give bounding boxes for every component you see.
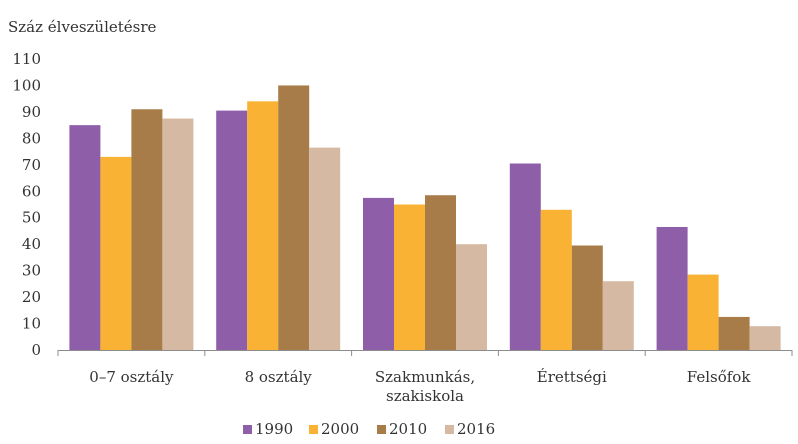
x-category-label: 0–7 osztály	[89, 368, 174, 386]
y-tick-label: 90	[22, 103, 41, 121]
legend-swatch-2010	[377, 425, 386, 434]
x-category-label: Szakmunkás, szakiskola	[375, 368, 475, 405]
bar-2010	[131, 109, 163, 350]
bar-2016	[309, 147, 341, 350]
y-tick-label: 80	[22, 129, 41, 147]
y-tick-label: 20	[22, 288, 41, 306]
legend: 1990 2000 2010 2016	[243, 420, 495, 438]
bar-1990	[656, 226, 688, 350]
legend-swatch-2016	[445, 425, 454, 434]
bar-1990	[216, 110, 248, 350]
bars	[69, 85, 781, 351]
bar-2016	[456, 244, 487, 350]
legend-label-2010: 2010	[389, 420, 427, 438]
x-category-label: Érettségi	[537, 368, 607, 386]
y-axis-title: Száz élveszületésre	[8, 18, 157, 36]
bar-1990	[69, 125, 101, 350]
bar-2000	[687, 274, 719, 350]
y-tick-label: 50	[22, 209, 41, 227]
y-tick-label: 40	[22, 235, 41, 253]
legend-label-2016: 2016	[457, 420, 495, 438]
bar-2000	[247, 101, 279, 350]
bar-2010	[571, 245, 603, 350]
bar-2016	[162, 118, 194, 351]
bar-2016	[602, 281, 634, 350]
y-tick-label: 10	[22, 315, 41, 333]
bar-1990	[363, 197, 394, 350]
y-tick-label: 110	[12, 50, 41, 68]
bar-1990	[509, 163, 541, 350]
legend-swatch-2000	[309, 425, 318, 434]
x-category-label: Felsőfok	[687, 368, 752, 386]
y-tick-label: 70	[22, 156, 41, 174]
y-axis: 0 10 20 30 40 50 60 70 80 90 100 110	[12, 50, 41, 359]
y-tick-label: 30	[22, 262, 41, 280]
legend-label-2000: 2000	[321, 420, 359, 438]
bar-2010	[718, 316, 750, 350]
legend-label-1990: 1990	[255, 420, 293, 438]
x-axis: 0–7 osztály 8 osztály Szakmunkás, szakiskol…	[57, 350, 793, 405]
y-tick-label: 100	[12, 76, 41, 94]
bar-2010	[425, 195, 456, 350]
y-tick-label: 60	[22, 182, 41, 200]
bar-2000	[394, 204, 425, 350]
bar-2016	[749, 326, 781, 350]
bar-2000	[540, 209, 572, 350]
y-tick-label: 0	[31, 341, 41, 359]
x-category-label: 8 osztály	[245, 368, 313, 386]
legend-swatch-1990	[243, 425, 252, 434]
bar-2010	[278, 85, 310, 350]
bar-2000	[100, 156, 132, 350]
